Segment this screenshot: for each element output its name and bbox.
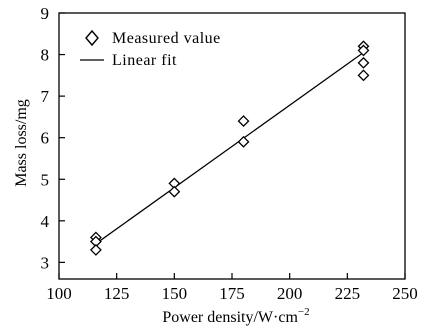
- y-tick-label: 9: [41, 4, 50, 23]
- y-tick-label: 4: [41, 212, 50, 231]
- legend-diamond-marker: [85, 29, 99, 47]
- x-tick-label: 150: [162, 284, 188, 303]
- y-tick-label: 6: [41, 129, 50, 148]
- measured-point: [168, 185, 181, 198]
- x-tick-label: 250: [392, 284, 418, 303]
- y-tick-label: 5: [41, 170, 50, 189]
- y-axis-title: Mass loss/mg: [13, 99, 30, 187]
- fit-line-layer: [95, 51, 364, 245]
- x-tick-label: 175: [219, 284, 245, 303]
- y-tick-label: 8: [41, 46, 50, 65]
- x-axis-title: Power density/W·cm−2: [162, 306, 309, 326]
- data-points-layer: [89, 40, 370, 256]
- x-axis-title-text: Power density/W·cm: [162, 309, 298, 326]
- x-axis: 100 125 150 175 200 225 250: [46, 273, 418, 303]
- measured-point: [357, 56, 370, 69]
- measured-point: [237, 135, 250, 148]
- x-tick-label: 200: [277, 284, 303, 303]
- measured-point: [237, 115, 250, 127]
- y-axis: 3 4 5 6 7 8 9: [41, 4, 65, 272]
- legend-label-fit: Linear fit: [112, 52, 177, 69]
- legend-label-measured: Measured value: [112, 30, 221, 47]
- measured-point: [89, 243, 102, 256]
- x-tick-label: 125: [104, 284, 130, 303]
- y-tick-label: 3: [41, 253, 50, 272]
- measured-point: [357, 44, 370, 57]
- x-tick-label: 100: [46, 284, 72, 303]
- x-tick-label: 225: [335, 284, 361, 303]
- y-tick-label: 7: [41, 87, 50, 106]
- measured-point: [357, 69, 370, 82]
- x-axis-title-superscript: −2: [298, 306, 310, 318]
- linear-fit-line: [95, 51, 364, 245]
- legend: Measured value Linear fit: [80, 29, 221, 69]
